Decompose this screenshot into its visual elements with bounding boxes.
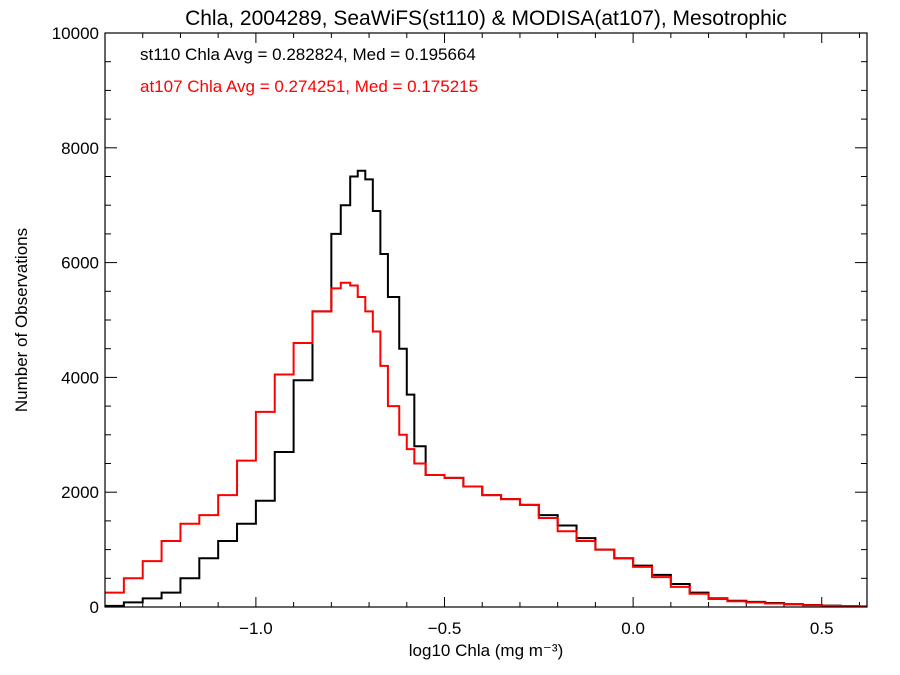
x-tick-label: −0.5 [428,619,462,638]
annotation-at107: at107 Chla Avg = 0.274251, Med = 0.17521… [140,77,478,96]
x-tick-label: 0.5 [810,619,834,638]
y-tick-label: 8000 [61,139,99,158]
series-at107-line [105,281,867,608]
y-axis-label: Number of Observations [12,228,31,412]
y-tick-label: 2000 [61,483,99,502]
annotation-st110: st110 Chla Avg = 0.282824, Med = 0.19566… [140,45,476,64]
chart-title: Chla, 2004289, SeaWiFS(st110) & MODISA(a… [185,7,787,30]
x-tick-label: −1.0 [239,619,273,638]
y-tick-label: 4000 [61,368,99,387]
y-tick-label: 6000 [61,254,99,273]
y-tick-label: 0 [90,598,99,617]
y-tick-label: 10000 [52,24,99,43]
x-axis-label: log10 Chla (mg m⁻³) [409,641,563,660]
plot-frame [104,32,868,608]
x-tick-label: 0.0 [621,619,645,638]
plot-layer: −1.0 −0.5 0.0 0.5 0 2000 4000 6000 8000 10000 [52,24,867,638]
